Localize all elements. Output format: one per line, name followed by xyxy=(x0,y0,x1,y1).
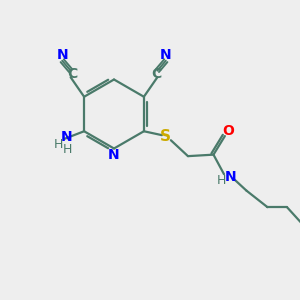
Text: H: H xyxy=(217,174,226,187)
Text: H: H xyxy=(62,143,72,156)
Text: N: N xyxy=(61,130,73,144)
Text: N: N xyxy=(108,148,120,162)
Text: C: C xyxy=(67,67,77,81)
Text: N: N xyxy=(160,48,172,62)
Text: C: C xyxy=(151,67,161,81)
Text: S: S xyxy=(160,129,171,144)
Text: H: H xyxy=(53,138,63,151)
Text: N: N xyxy=(56,48,68,62)
Text: N: N xyxy=(225,169,236,184)
Text: O: O xyxy=(223,124,234,138)
